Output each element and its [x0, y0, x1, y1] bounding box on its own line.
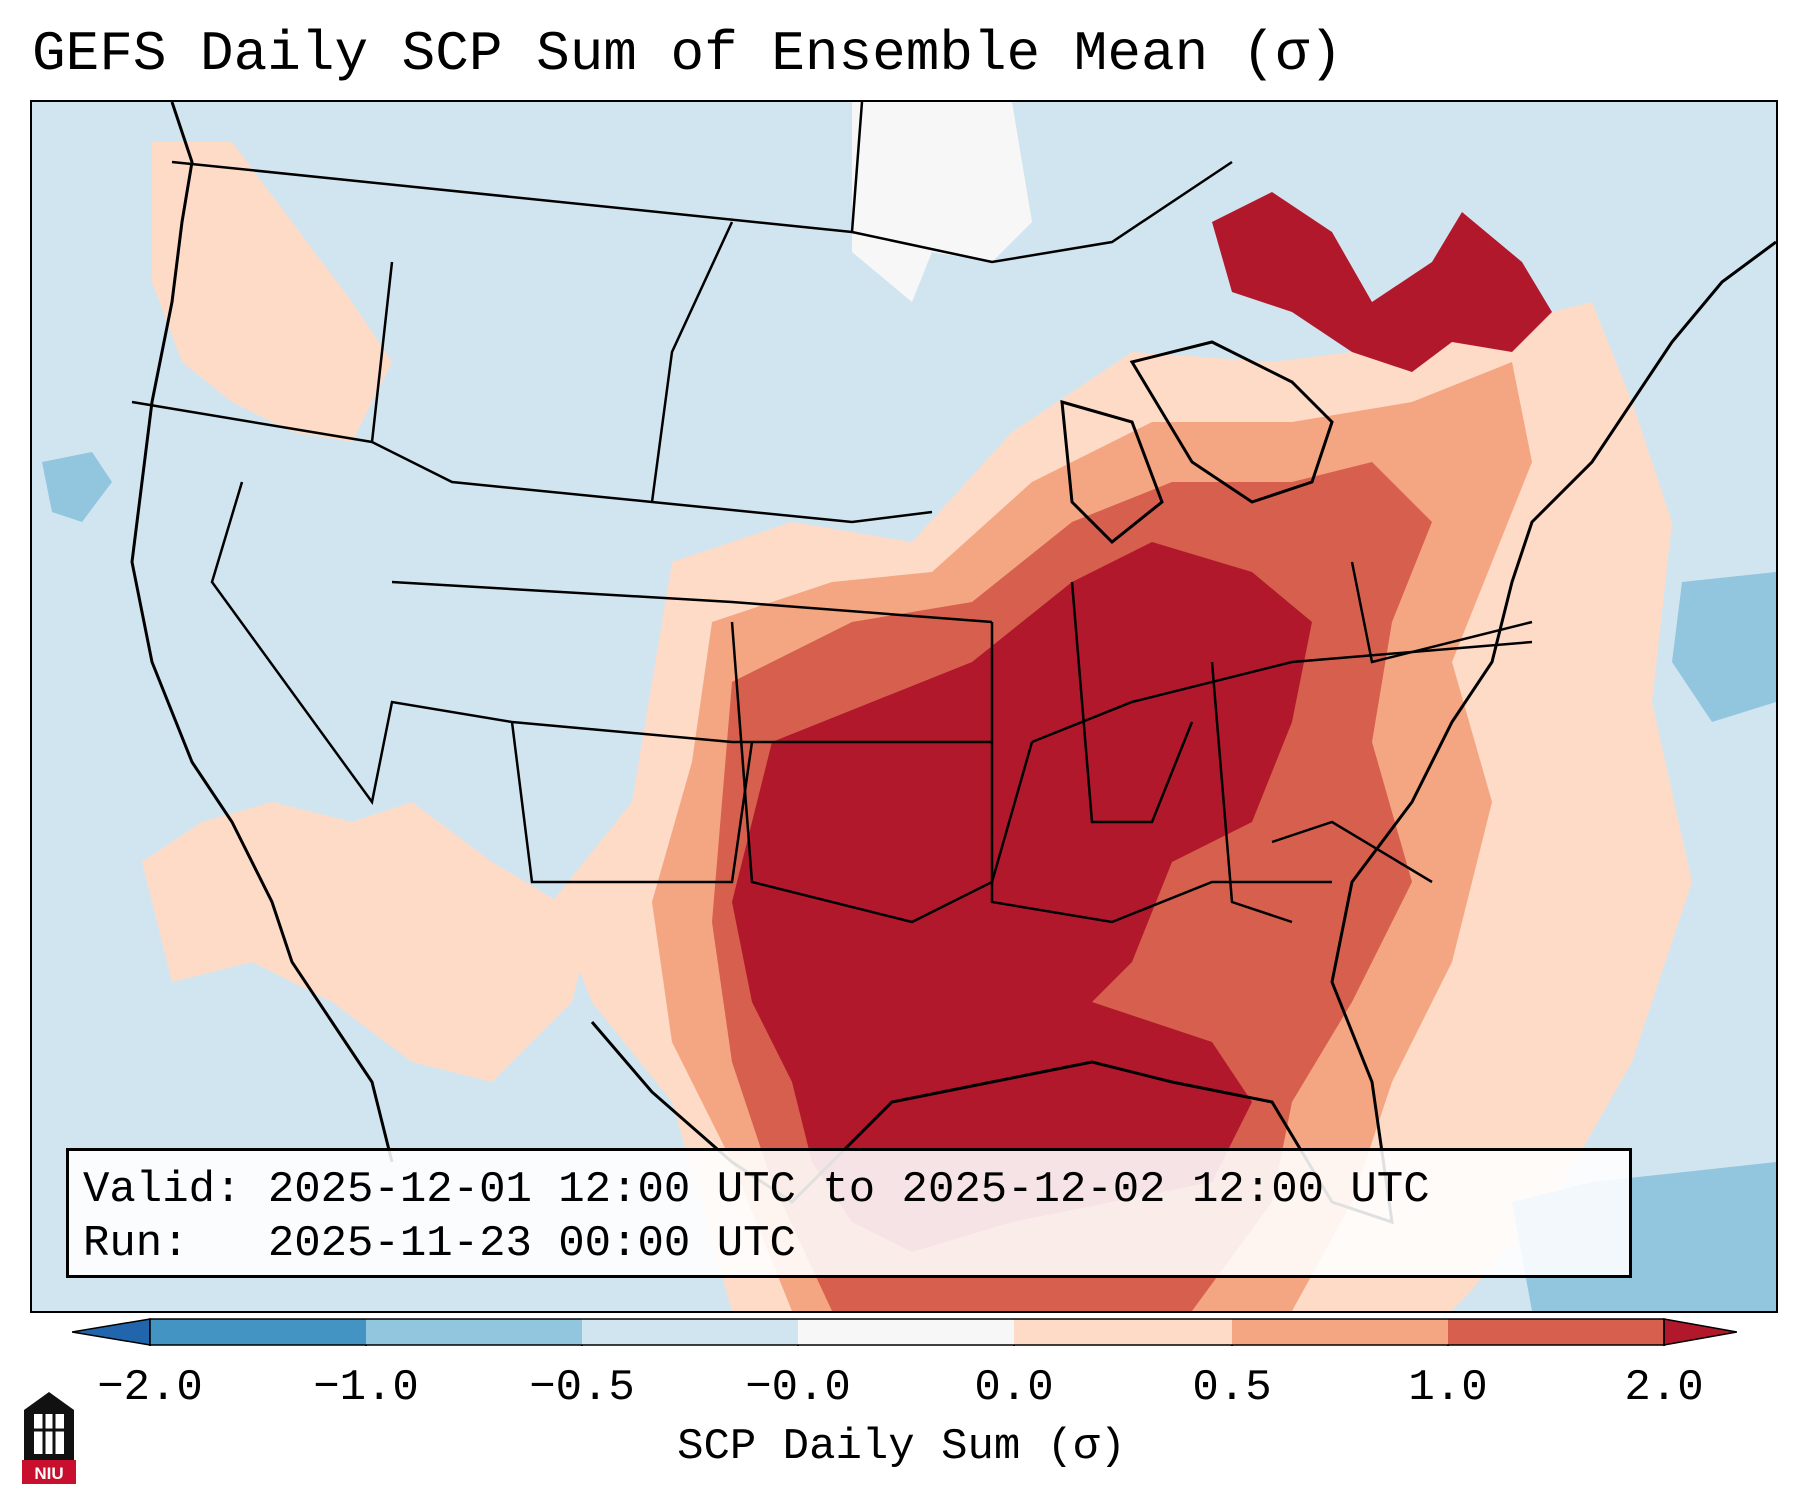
strong-positive-core: [732, 542, 1312, 1252]
colorbar-extend-low: [72, 1318, 151, 1346]
state-borders: [131, 102, 1533, 924]
colorbar-segment-5: [1014, 1319, 1232, 1345]
colorbar-segment-3: [582, 1319, 798, 1345]
neutral-region: [852, 102, 1032, 302]
colorbar-segment-2: [366, 1319, 582, 1345]
colorbar-segment-6: [1232, 1319, 1448, 1345]
tick-label: 0.0: [974, 1363, 1054, 1413]
light-positive-west: [142, 802, 592, 1082]
light-positive-northwest: [152, 142, 392, 442]
tick-label: −0.0: [745, 1363, 851, 1413]
valid-run-infobox: Valid: 2025-12-01 12:00 UTC to 2025-12-0…: [66, 1148, 1632, 1278]
chart-title: GEFS Daily SCP Sum of Ensemble Mean (σ): [32, 22, 1343, 86]
colorbar: [72, 1318, 1737, 1346]
run-time-text: Run: 2025-11-23 00:00 UTC: [83, 1219, 796, 1269]
negative-patch-atlantic: [1672, 572, 1776, 722]
valid-time-text: Valid: 2025-12-01 12:00 UTC to 2025-12-0…: [83, 1165, 1430, 1215]
tick-label: 1.0: [1408, 1363, 1488, 1413]
tick-label: −2.0: [97, 1363, 203, 1413]
map-svg: [42, 102, 1776, 1311]
colorbar-segment-4: [798, 1319, 1014, 1345]
tick-label: −0.5: [529, 1363, 635, 1413]
logo-text: NIU: [34, 1464, 63, 1483]
colorbar-segment-7: [1448, 1319, 1664, 1345]
map-panel[interactable]: [30, 100, 1778, 1313]
tick-label: −1.0: [313, 1363, 419, 1413]
tick-label: 2.0: [1624, 1363, 1704, 1413]
colorbar-label: SCP Daily Sum (σ): [677, 1422, 1126, 1472]
colorbar-segment-1: [150, 1319, 366, 1345]
colorbar-extend-high: [1663, 1318, 1737, 1346]
strong-positive-north: [1212, 192, 1552, 372]
tick-label: 0.5: [1192, 1363, 1272, 1413]
niu-logo-icon: NIU: [22, 1392, 76, 1484]
negative-patch-pacific: [42, 452, 112, 522]
